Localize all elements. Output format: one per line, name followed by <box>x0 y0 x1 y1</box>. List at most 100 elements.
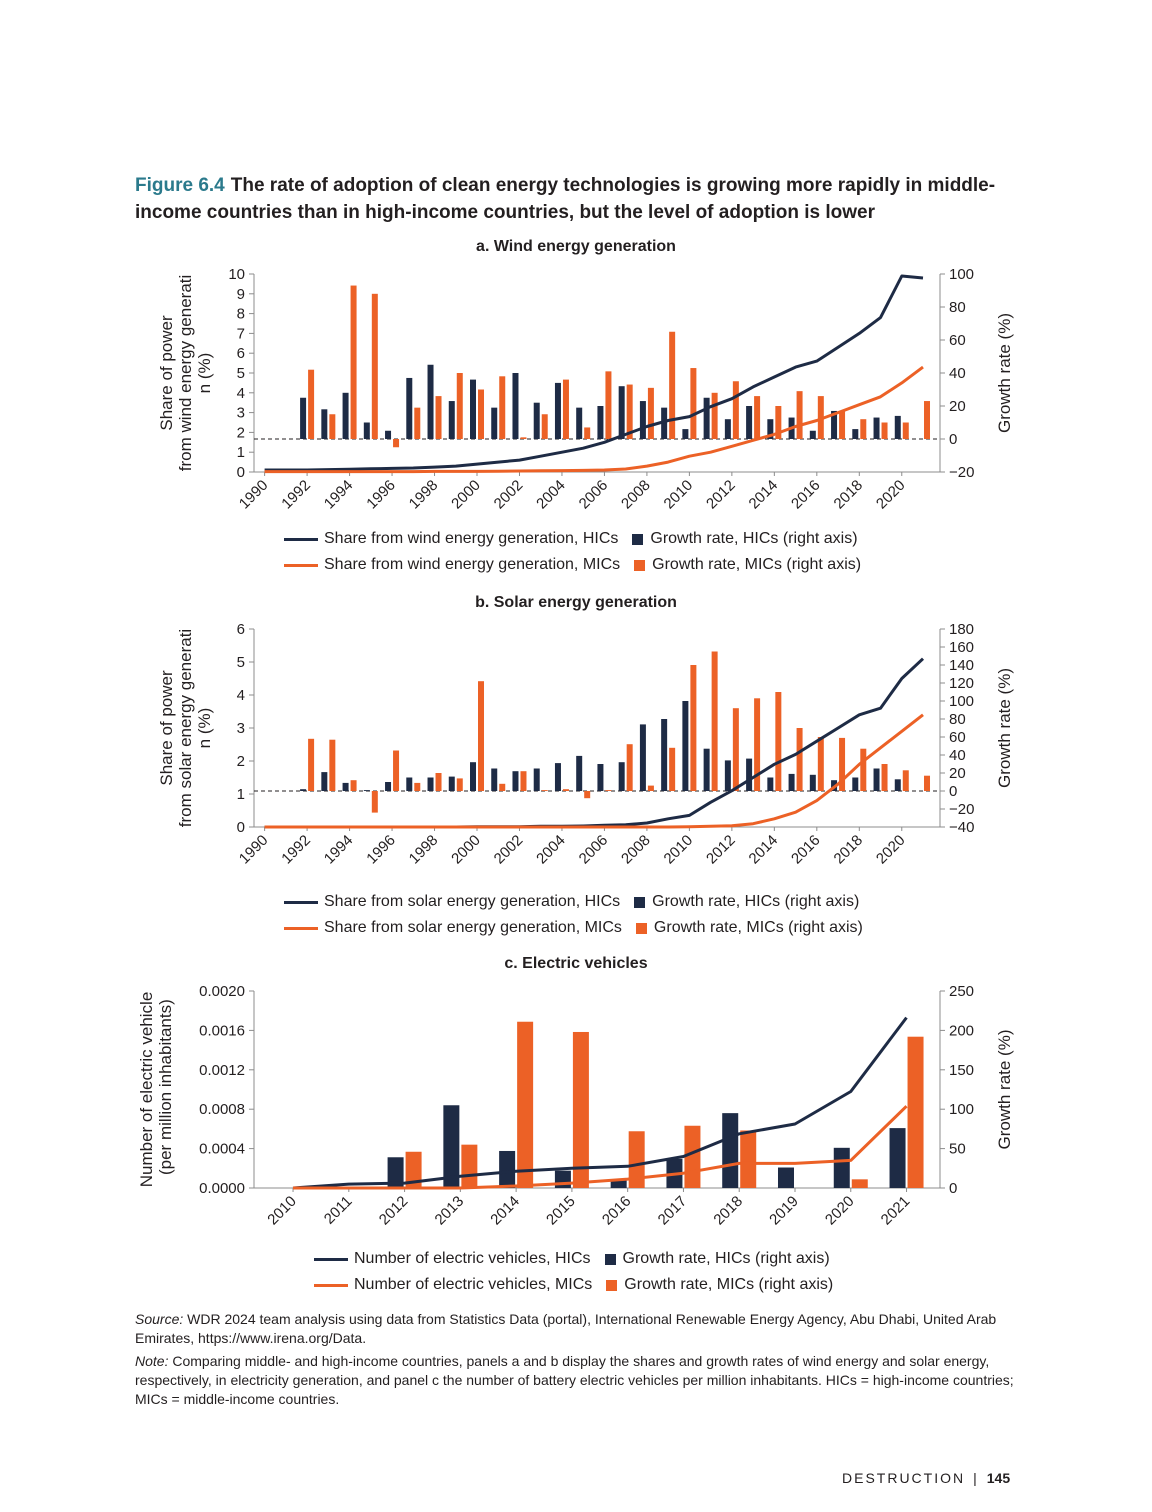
growth-bar-mic <box>754 396 761 439</box>
x-tick-label: 2006 <box>576 477 612 513</box>
right-tick-label: 0 <box>949 431 957 448</box>
growth-bar-hic <box>300 397 307 439</box>
growth-bar-mic <box>562 379 569 439</box>
page-footer: DESTRUCTION | 145 <box>842 1470 1010 1486</box>
growth-bar-hic <box>873 417 880 439</box>
growth-bar-mic <box>350 780 357 791</box>
x-tick-label: 1998 <box>406 477 442 513</box>
right-tick-label: 50 <box>949 1141 966 1158</box>
left-tick-label: 0.0012 <box>199 1062 245 1079</box>
x-tick-label: 1994 <box>321 477 357 513</box>
source-label: Source: <box>135 1311 184 1327</box>
growth-bar-mic <box>541 414 548 439</box>
source-note: Source: WDR 2024 team analysis using dat… <box>135 1310 1020 1348</box>
x-tick-label: 1996 <box>363 832 399 868</box>
x-tick-label: 2004 <box>533 477 569 513</box>
growth-bar-hic <box>831 410 838 439</box>
growth-bar-mic <box>628 1131 645 1188</box>
growth-bar-mic <box>881 764 888 791</box>
left-tick-label: 0 <box>237 464 245 481</box>
growth-bar-mic <box>584 791 591 799</box>
left-tick-label: 7 <box>237 325 245 342</box>
growth-bar-hic <box>576 407 583 439</box>
growth-bar-hic <box>873 768 880 791</box>
legend-item: Share from wind energy generation, MICs <box>284 552 620 578</box>
right-axis-title: Growth rate (%) <box>995 1030 1014 1150</box>
left-tick-label: 3 <box>237 720 245 737</box>
growth-bar-hic <box>809 774 816 791</box>
growth-bar-hic <box>443 1105 460 1188</box>
x-tick-label: 2012 <box>703 832 739 868</box>
panel-c-title: c. Electric vehicles <box>504 955 648 972</box>
growth-bar-mic <box>435 396 442 439</box>
growth-bar-hic <box>491 768 498 791</box>
legend-bar-swatch <box>635 922 647 934</box>
growth-bar-mic <box>456 778 463 791</box>
growth-bar-hic <box>682 429 689 439</box>
growth-bar-hic <box>406 777 413 791</box>
legend-label: Growth rate, HICs (right axis) <box>650 530 858 547</box>
growth-bar-mic <box>605 371 612 439</box>
growth-bar-hic <box>512 771 519 791</box>
growth-bar-hic <box>554 1170 571 1188</box>
right-tick-label: 0 <box>949 1180 957 1197</box>
right-tick-label: 60 <box>949 729 966 746</box>
x-tick-label: 2014 <box>746 832 782 868</box>
growth-bar-hic <box>788 773 795 791</box>
left-tick-label: 1 <box>237 444 245 461</box>
x-tick-label: 2020 <box>873 832 909 868</box>
right-tick-label: 40 <box>949 365 966 382</box>
legend-label: Growth rate, MICs (right axis) <box>652 556 862 573</box>
growth-bar-hic <box>300 789 307 791</box>
x-tick-label: 2008 <box>618 832 654 868</box>
share-line-mic <box>264 713 924 829</box>
legend-label: Growth rate, MICs (right axis) <box>653 919 863 936</box>
panel-a-title: a. Wind energy generation <box>476 238 676 255</box>
legend-line-swatch <box>284 926 318 930</box>
x-tick-label: 2000 <box>448 832 484 868</box>
section-name: DESTRUCTION <box>842 1470 966 1486</box>
growth-bar-mic <box>371 791 378 813</box>
growth-bar-mic <box>924 775 931 791</box>
x-tick-label: 2020 <box>873 477 909 513</box>
growth-bar-hic <box>321 772 328 791</box>
figure-number: Figure 6.4 <box>135 175 225 196</box>
x-tick-label: 2014 <box>746 477 782 513</box>
legend-label: Share from wind energy generation, MICs <box>324 556 621 573</box>
x-tick-label: 2012 <box>703 477 739 513</box>
legend-item: Number of electric vehicles, HICs <box>314 1246 591 1272</box>
growth-bar-hic <box>512 373 519 439</box>
x-tick-label: 2014 <box>487 1193 523 1229</box>
legend-label: Growth rate, MICs (right axis) <box>624 1276 834 1293</box>
x-tick-label: 2018 <box>831 832 867 868</box>
left-tick-label: 5 <box>237 365 245 382</box>
growth-bar-hic <box>661 407 668 439</box>
right-tick-label: 150 <box>949 1062 974 1079</box>
growth-bar-hic <box>597 764 604 791</box>
growth-bar-hic <box>363 790 370 791</box>
growth-bar-mic <box>684 1125 701 1188</box>
left-tick-label: 0.0008 <box>199 1101 245 1118</box>
left-tick-label: 1 <box>237 786 245 803</box>
right-tick-label: −20 <box>949 801 974 818</box>
growth-bar-mic <box>881 422 888 439</box>
growth-bar-hic <box>576 755 583 791</box>
x-tick-label: 2002 <box>491 477 527 513</box>
left-axis-title: Share of powerfrom solar energy generati… <box>157 629 214 827</box>
growth-bar-hic <box>342 782 349 791</box>
growth-bar-mic <box>371 293 378 439</box>
growth-bar-mic <box>902 770 909 791</box>
left-tick-label: 3 <box>237 405 245 422</box>
left-tick-label: 4 <box>237 687 245 704</box>
share-line-hic <box>264 657 925 829</box>
share-line-hic <box>292 1016 908 1190</box>
growth-bar-mic <box>669 331 676 439</box>
growth-bar-mic <box>711 651 718 791</box>
source-text: WDR 2024 team analysis using data from S… <box>135 1311 997 1346</box>
panel-b-title: b. Solar energy generation <box>475 594 677 611</box>
growth-bar-hic <box>427 777 434 791</box>
growth-bar-mic <box>308 369 315 439</box>
left-axis-title: Share of powerfrom wind energy generatin… <box>157 275 214 472</box>
growth-bar-mic <box>907 1036 924 1188</box>
growth-bar-hic <box>427 364 434 439</box>
